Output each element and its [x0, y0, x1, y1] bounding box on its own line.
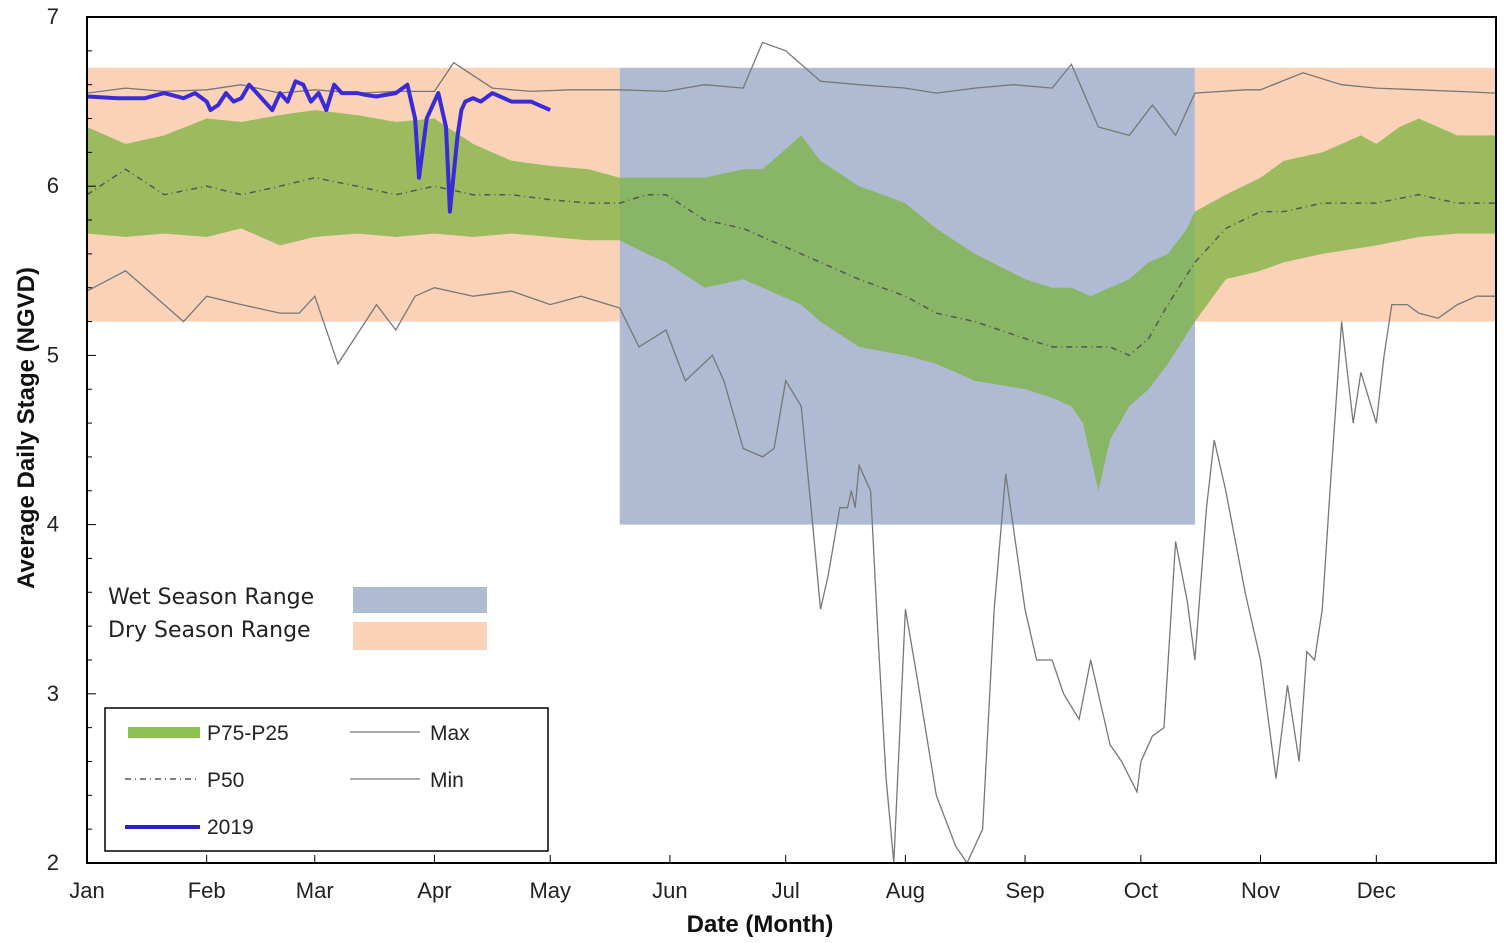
y-axis: 2 3 4 5 6 7 — [47, 4, 96, 875]
legend-p50-label: P50 — [207, 769, 244, 792]
y-axis-title: Average Daily Stage (NGVD) — [13, 267, 40, 589]
legend-wet-swatch — [353, 587, 487, 613]
x-tick-label-may: May — [529, 878, 571, 903]
legend-dry-label: Dry Season Range — [108, 618, 311, 643]
p75-p25-band — [87, 110, 1496, 491]
x-axis: Jan Feb Mar Apr May Jun Jul Aug Sep Oct Nov Dec — [69, 855, 1396, 903]
x-tick-label-jun: Jun — [652, 878, 687, 903]
legend-p75-swatch — [128, 727, 200, 738]
x-tick-label-jan: Jan — [69, 878, 104, 903]
y-tick-label: 7 — [47, 4, 59, 29]
x-tick-label-jul: Jul — [772, 878, 800, 903]
legend-wet-label: Wet Season Range — [108, 585, 314, 610]
y-tick-label: 4 — [47, 512, 59, 537]
x-tick-label-dec: Dec — [1357, 878, 1396, 903]
y-tick-label: 5 — [47, 342, 59, 367]
x-axis-title: Date (Month) — [687, 911, 834, 938]
x-tick-label-nov: Nov — [1241, 878, 1280, 903]
y-tick-label: 6 — [47, 173, 59, 198]
season-legend: Wet Season Range Dry Season Range — [108, 585, 487, 650]
plot-area-frame — [86, 16, 1497, 864]
x-tick-label-mar: Mar — [296, 878, 334, 903]
legend-dry-swatch — [353, 622, 487, 650]
y-tick-label: 3 — [47, 681, 59, 706]
legend-p75-label: P75-P25 — [207, 722, 289, 745]
x-tick-label-oct: Oct — [1124, 878, 1158, 903]
percentile-bands — [87, 110, 1496, 491]
y-tick-label: 2 — [47, 850, 59, 875]
min-line — [87, 270, 1496, 863]
series-lines — [87, 41, 1496, 863]
legend-max-label: Max — [430, 722, 470, 745]
x-tick-label-feb: Feb — [188, 878, 226, 903]
x-tick-label-sep: Sep — [1005, 878, 1044, 903]
legend-2019-label: 2019 — [207, 816, 254, 839]
legend-min-label: Min — [430, 769, 464, 792]
series-legend: P75-P25 P50 2019 Max Min — [104, 707, 549, 852]
x-tick-label-aug: Aug — [886, 878, 925, 903]
x-tick-label-apr: Apr — [417, 878, 451, 903]
line-2019 — [87, 79, 552, 214]
